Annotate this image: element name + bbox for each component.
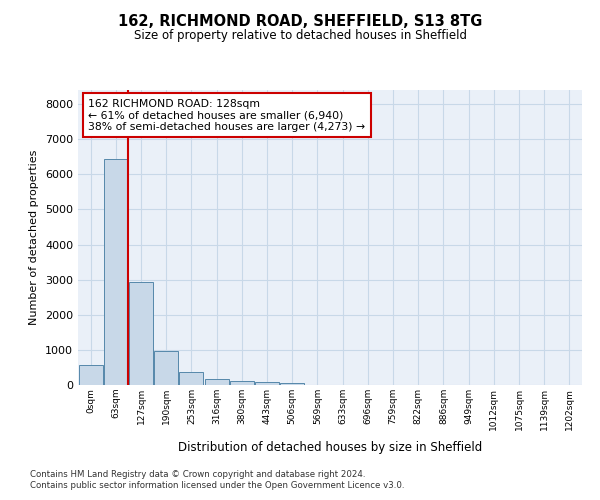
- Bar: [79, 366, 103, 385]
- Text: 162, RICHMOND ROAD, SHEFFIELD, S13 8TG: 162, RICHMOND ROAD, SHEFFIELD, S13 8TG: [118, 14, 482, 29]
- Text: Size of property relative to detached houses in Sheffield: Size of property relative to detached ho…: [133, 29, 467, 42]
- Text: Contains public sector information licensed under the Open Government Licence v3: Contains public sector information licen…: [30, 481, 404, 490]
- X-axis label: Distribution of detached houses by size in Sheffield: Distribution of detached houses by size …: [178, 441, 482, 454]
- Bar: [154, 351, 178, 385]
- Bar: [255, 382, 279, 385]
- Bar: [205, 379, 229, 385]
- Bar: [179, 372, 203, 385]
- Y-axis label: Number of detached properties: Number of detached properties: [29, 150, 40, 325]
- Text: 162 RICHMOND ROAD: 128sqm
← 61% of detached houses are smaller (6,940)
38% of se: 162 RICHMOND ROAD: 128sqm ← 61% of detac…: [88, 99, 365, 132]
- Bar: [280, 383, 304, 385]
- Bar: [129, 282, 153, 385]
- Text: Contains HM Land Registry data © Crown copyright and database right 2024.: Contains HM Land Registry data © Crown c…: [30, 470, 365, 479]
- Bar: [230, 382, 254, 385]
- Bar: [104, 159, 128, 385]
